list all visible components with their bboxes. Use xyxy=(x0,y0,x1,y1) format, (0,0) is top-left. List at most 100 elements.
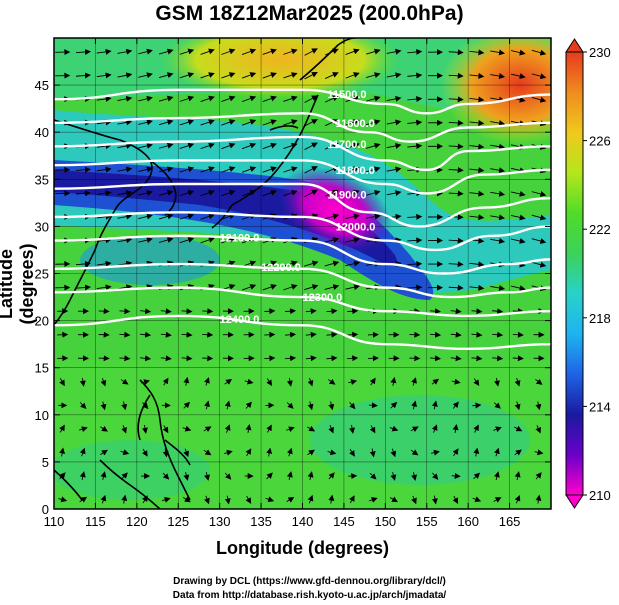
wind-arrow xyxy=(324,119,339,127)
wind-arrow xyxy=(349,424,355,434)
wind-arrow xyxy=(160,331,172,338)
wind-arrow xyxy=(181,308,193,315)
wind-arrow xyxy=(431,449,440,456)
wind-arrow xyxy=(448,119,464,126)
height-contours: 11500.0 11600.0 11700.0 11800.0 11900.0 12000… xyxy=(54,88,551,351)
wind-arrow xyxy=(512,355,524,362)
wind-arrow xyxy=(345,237,361,244)
wind-arrow xyxy=(366,48,381,55)
wind-arrow xyxy=(366,189,381,196)
wind-arrow xyxy=(117,213,133,220)
wind-arrow xyxy=(448,143,464,150)
wind-arrow xyxy=(469,72,485,79)
wind-arrow xyxy=(328,425,334,434)
wind-arrow xyxy=(283,48,298,55)
wind-arrow xyxy=(493,447,500,457)
wind-arrow xyxy=(75,284,91,291)
wind-arrow xyxy=(324,95,339,103)
wind-arrow xyxy=(324,213,340,220)
wind-arrow xyxy=(531,261,547,268)
wind-arrow xyxy=(245,495,252,504)
wind-arrow xyxy=(366,72,381,79)
x-tick-label: 160 xyxy=(457,514,479,529)
wind-arrow xyxy=(158,189,174,196)
colorbar-max-triangle xyxy=(565,38,584,53)
wind-arrow xyxy=(221,119,236,126)
wind-arrow xyxy=(324,260,340,267)
wind-arrow xyxy=(345,213,361,220)
wind-arrow xyxy=(411,495,417,505)
wind-arrow xyxy=(183,472,190,481)
wind-arrow xyxy=(224,378,233,385)
wind-arrow xyxy=(307,449,315,456)
wind-arrow xyxy=(307,471,314,481)
wind-arrow xyxy=(183,401,191,409)
wind-arrow xyxy=(138,213,153,220)
wind-arrow xyxy=(324,72,339,79)
wind-arrow xyxy=(535,401,542,411)
wind-arrow xyxy=(469,190,485,197)
wind-arrow xyxy=(407,213,423,220)
wind-arrow xyxy=(448,166,464,173)
wind-arrow xyxy=(490,167,506,174)
wind-arrow xyxy=(390,448,397,458)
wind-arrow xyxy=(117,190,133,196)
wind-arrow xyxy=(158,119,174,126)
wind-arrow xyxy=(535,494,542,504)
wind-arrow xyxy=(450,308,462,315)
wind-arrow xyxy=(407,119,423,126)
wind-arrow xyxy=(286,426,295,433)
wind-arrow xyxy=(386,143,402,149)
credit-drawing: Drawing by DCL (https://www.gfd-dennou.o… xyxy=(173,576,446,587)
x-tick-label: 135 xyxy=(250,514,272,529)
wind-arrow xyxy=(262,48,277,55)
wind-arrow xyxy=(262,95,277,103)
contour-line xyxy=(54,182,551,228)
x-tick-label: 115 xyxy=(85,514,106,529)
wind-arrow xyxy=(75,190,91,197)
wind-arrow xyxy=(303,260,319,267)
wind-arrow xyxy=(141,424,148,434)
wind-arrow xyxy=(347,355,359,362)
wind-arrow xyxy=(452,495,459,504)
wind-arrow xyxy=(285,308,297,315)
wind-arrow xyxy=(512,331,524,338)
wind-arrow xyxy=(221,142,236,150)
wind-arrow xyxy=(96,48,112,55)
wind-arrow xyxy=(492,355,504,362)
wind-arrow xyxy=(286,471,293,481)
wind-arrow xyxy=(223,449,233,456)
wind-arrow xyxy=(407,284,423,291)
wind-arrow xyxy=(407,260,423,267)
wind-arrow xyxy=(79,402,87,410)
wind-arrow xyxy=(469,261,485,268)
wind-arrow xyxy=(390,401,398,409)
wind-arrow xyxy=(262,142,277,150)
x-tick-label: 130 xyxy=(209,514,231,529)
contour-label: 12200.0 xyxy=(261,262,301,274)
wind-arrow xyxy=(510,238,526,244)
wind-arrow xyxy=(471,308,483,315)
wind-arrow xyxy=(535,425,541,434)
wind-arrow xyxy=(120,378,129,385)
wind-arrow xyxy=(265,496,275,503)
x-tick-label: 145 xyxy=(333,514,355,529)
wind-arrow xyxy=(349,402,356,410)
wind-arrow xyxy=(183,448,190,458)
wind-arrow xyxy=(510,214,526,221)
y-tick-label: 20 xyxy=(35,314,49,329)
wind-arrow xyxy=(221,189,236,197)
wind-arrow xyxy=(179,95,195,102)
wind-arrow xyxy=(121,401,128,411)
wind-arrow xyxy=(407,143,423,150)
y-tick-label: 40 xyxy=(35,125,49,140)
wind-arrow xyxy=(241,48,257,55)
y-tick-label: 5 xyxy=(42,455,49,470)
y-tick-label: 25 xyxy=(35,267,49,282)
wind-arrow xyxy=(58,496,68,503)
wind-arrow xyxy=(245,448,252,457)
wind-arrow xyxy=(368,402,378,409)
contour-label: 11700.0 xyxy=(327,139,366,151)
wind-arrow xyxy=(469,284,485,291)
